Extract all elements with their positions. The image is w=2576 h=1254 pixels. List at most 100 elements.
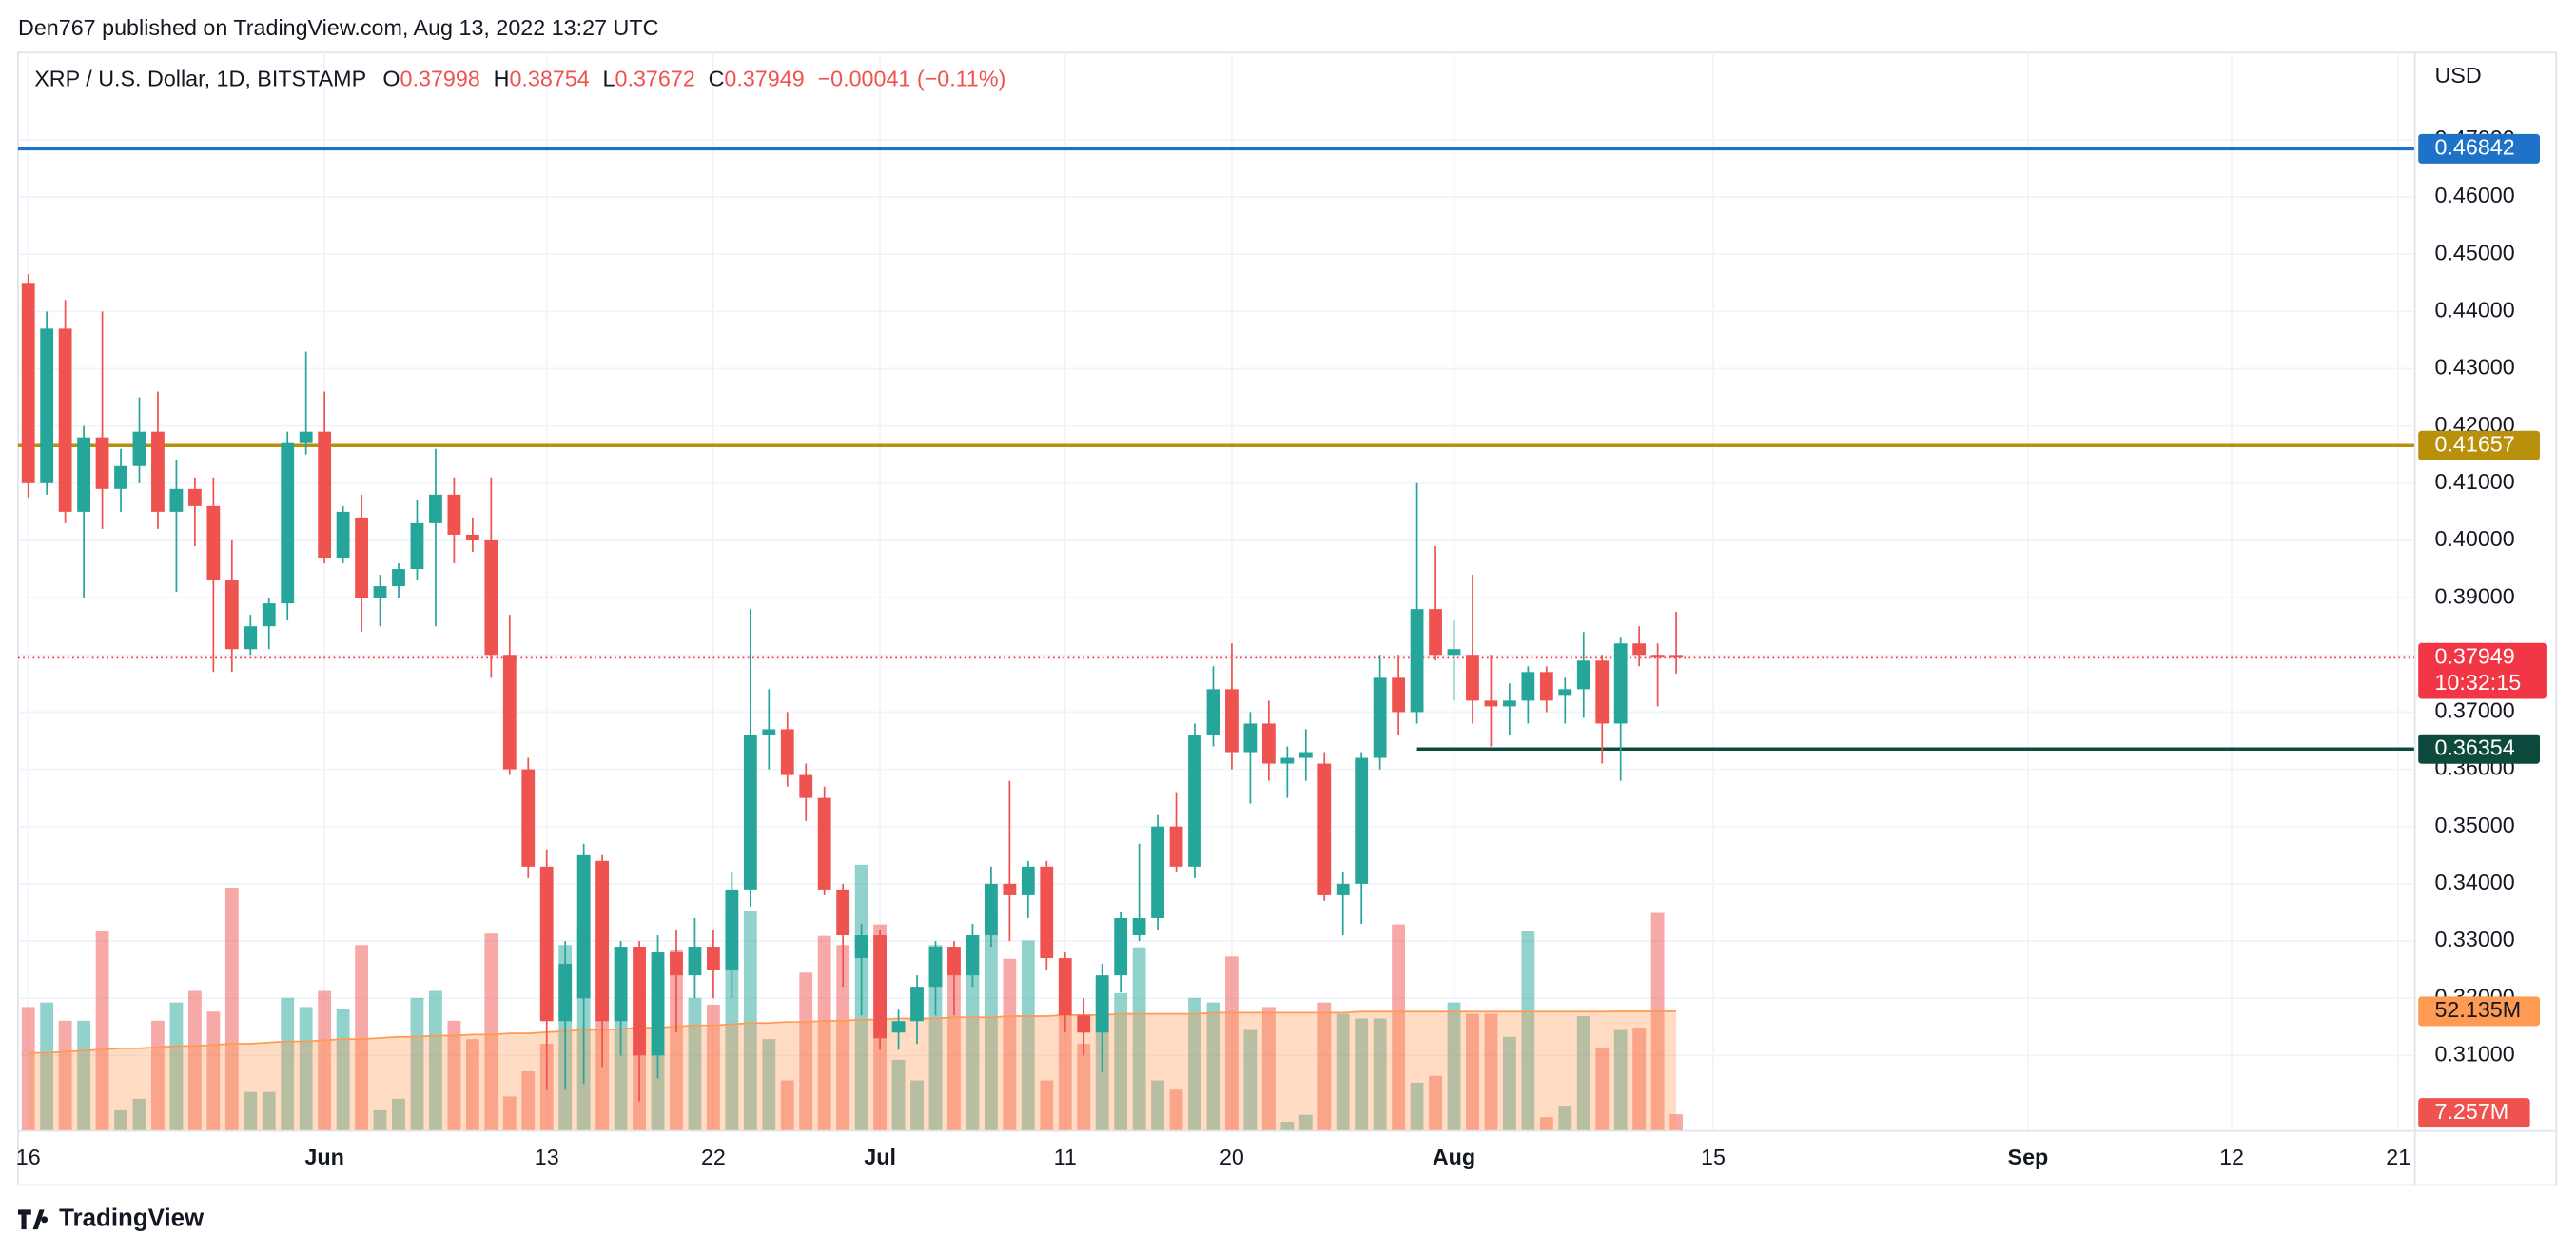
volume-bar [429,990,442,1131]
candle-body [1095,975,1109,1033]
horizontal-lines [17,147,2415,751]
candle-body [1298,752,1313,758]
y-tick-label: 0.45000 [2434,240,2514,265]
candle-body [780,729,794,775]
candle-body [947,947,961,976]
h-value: 0.38754 [509,67,589,91]
symbol: XRP / U.S. Dollar, 1D, BITSTAMP [34,67,366,91]
candle-body [614,947,628,1022]
volume-bar [910,1080,924,1131]
candle-body [1114,917,1128,976]
volume-pane [21,864,1684,1131]
volume-bar [966,972,980,1131]
candle-body [1558,689,1572,696]
candle-body [1188,735,1201,867]
volume-bar [1355,1018,1369,1131]
x-tick-label: 11 [1054,1145,1077,1169]
candle-body [1280,757,1295,764]
candle-body [1206,689,1220,735]
y-tick-label: 0.39000 [2434,583,2514,608]
volume-bar [1298,1114,1313,1131]
candle-body [799,774,813,798]
y-tick-label: 0.44000 [2434,298,2514,323]
x-tick-label: Jun [304,1145,343,1169]
volume-bar [1521,931,1535,1131]
candle-body [447,494,461,535]
o-label: O [382,67,400,91]
candles [21,274,1684,1102]
c-value: 0.37949 [724,67,804,91]
volume-bar [799,972,813,1131]
volume-bar [151,1020,165,1131]
volume-bar [780,1080,794,1131]
x-tick-label: 22 [701,1145,726,1169]
price-badge [2418,430,2541,460]
volume-bar [502,1096,517,1131]
candle-body [169,488,184,512]
candle-body [336,511,350,558]
candle-body [1021,866,1035,895]
volume-bar [1206,1002,1220,1131]
candle-body [1132,917,1146,936]
price-unit: USD [2434,63,2481,88]
logo-icon [17,1209,49,1230]
y-tick-label: 0.46000 [2434,183,2514,207]
candle-body [465,534,479,540]
volume-bar [947,951,961,1131]
volume-bar [1410,1082,1424,1131]
volume-bar [169,1002,184,1131]
volume-bar [1058,1013,1072,1131]
volume-bar [95,931,109,1131]
candle-body [910,987,924,1022]
price-badge [2418,133,2541,164]
candle-body [521,769,536,867]
volume-bar [1650,912,1665,1131]
volume-bar [1225,956,1239,1131]
h-label: H [494,67,510,91]
volume-bar [1169,1089,1183,1131]
candle-body [558,964,573,1022]
candle-body [1373,677,1387,758]
volume-label: 7.257M [2434,1099,2508,1124]
volume-bar [928,945,943,1131]
volume-bar [1280,1121,1295,1131]
change: −0.00041 (−0.11%) [818,67,1006,91]
volume-bar [1151,1080,1164,1131]
x-tick-label: Jul [864,1145,896,1169]
x-tick-label: 15 [1701,1145,1726,1169]
candle-body [206,505,221,581]
candle-body [1317,763,1332,895]
volume-bar [1558,1106,1572,1131]
volume-bar [1132,947,1146,1131]
candle-body [58,328,72,512]
volume-bar [1336,1013,1350,1131]
candle-body [576,854,591,999]
candle-body [429,494,442,523]
candle-body [151,431,165,512]
volume-bar [688,997,702,1131]
volume-bar [1632,1028,1647,1131]
candle-body [1151,826,1164,918]
volume-bar [707,1004,720,1131]
volume-bar [355,945,368,1131]
volume-bar [392,1098,405,1131]
y-tick-label: 0.41000 [2434,469,2514,494]
candle-body [95,437,109,489]
y-tick-label: 0.35000 [2434,813,2514,837]
candle-body [187,488,202,506]
candle-body [1521,672,1535,701]
candle-body [743,735,757,890]
countdown: 10:32:15 [2434,670,2521,695]
volume-bar [743,911,757,1131]
volume-bar [484,933,498,1131]
candle-body [484,539,498,656]
volume-bar [132,1098,146,1131]
volume-ma-area [28,1010,1677,1131]
y-tick-label: 0.31000 [2434,1041,2514,1066]
volume-bar [373,1109,387,1131]
candle-body [299,431,313,443]
candle-body [688,947,702,976]
o-value: 0.37998 [400,67,480,91]
volume-bar [836,945,850,1131]
